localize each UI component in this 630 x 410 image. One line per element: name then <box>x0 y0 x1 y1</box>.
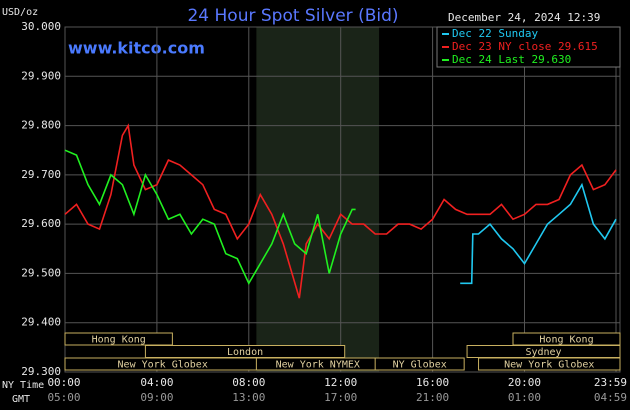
x-axis-label: NY Time <box>2 380 44 391</box>
session-box <box>478 357 621 371</box>
x2-tick-label: 05:00 <box>47 391 80 404</box>
chart-title: 24 Hour Spot Silver (Bid) <box>187 6 398 26</box>
y-tick-label: 29.300 <box>21 365 61 378</box>
x2-tick-label: 01:00 <box>508 391 541 404</box>
legend-entry: Dec 22 Sunday <box>452 27 538 40</box>
session-label: NY Globex <box>393 360 447 371</box>
highlight-band <box>256 27 380 372</box>
x-tick-label: 23:59 <box>594 376 627 389</box>
session-label: London <box>227 347 263 358</box>
session-label: New York NYMEX <box>276 360 360 371</box>
x2-axis-label: GMT <box>12 394 30 405</box>
x-tick-label: 08:00 <box>232 376 265 389</box>
legend-entry: Dec 23 NY close 29.615 <box>452 40 598 53</box>
x-tick-label: 00:00 <box>47 376 80 389</box>
y-tick-label: 29.400 <box>21 316 61 329</box>
price-line <box>460 182 617 285</box>
price-line <box>64 149 356 286</box>
session-label: New York Globex <box>118 360 208 371</box>
session-label: New York Globex <box>504 360 594 371</box>
x2-tick-label: 21:00 <box>416 391 449 404</box>
x2-tick-label: 04:59 <box>594 391 627 404</box>
legend-entry: Dec 24 Last 29.630 <box>452 53 571 66</box>
price-line <box>64 123 617 299</box>
timestamp: December 24, 2024 12:39 <box>448 11 600 24</box>
x-tick-label: 20:00 <box>508 376 541 389</box>
y-tick-label: 30.000 <box>21 20 61 33</box>
session-label: Sydney <box>525 347 561 358</box>
session-box <box>64 332 173 346</box>
x2-tick-label: 09:00 <box>140 391 173 404</box>
y-tick-label: 29.600 <box>21 217 61 230</box>
x2-tick-label: 17:00 <box>324 391 357 404</box>
y-tick-label: 29.900 <box>21 69 61 82</box>
y-tick-label: 29.700 <box>21 168 61 181</box>
legend-box <box>436 26 621 68</box>
x-tick-label: 04:00 <box>140 376 173 389</box>
session-label: Hong Kong <box>539 335 593 346</box>
watermark: www.kitco.com <box>68 39 205 58</box>
x2-tick-label: 13:00 <box>232 391 265 404</box>
session-box <box>374 357 465 371</box>
y-tick-label: 29.800 <box>21 119 61 132</box>
x-tick-label: 16:00 <box>416 376 449 389</box>
session-label: Hong Kong <box>92 335 146 346</box>
y-tick-label: 29.500 <box>21 266 61 279</box>
x-tick-label: 12:00 <box>324 376 357 389</box>
y-axis-label: USD/oz <box>2 7 38 18</box>
